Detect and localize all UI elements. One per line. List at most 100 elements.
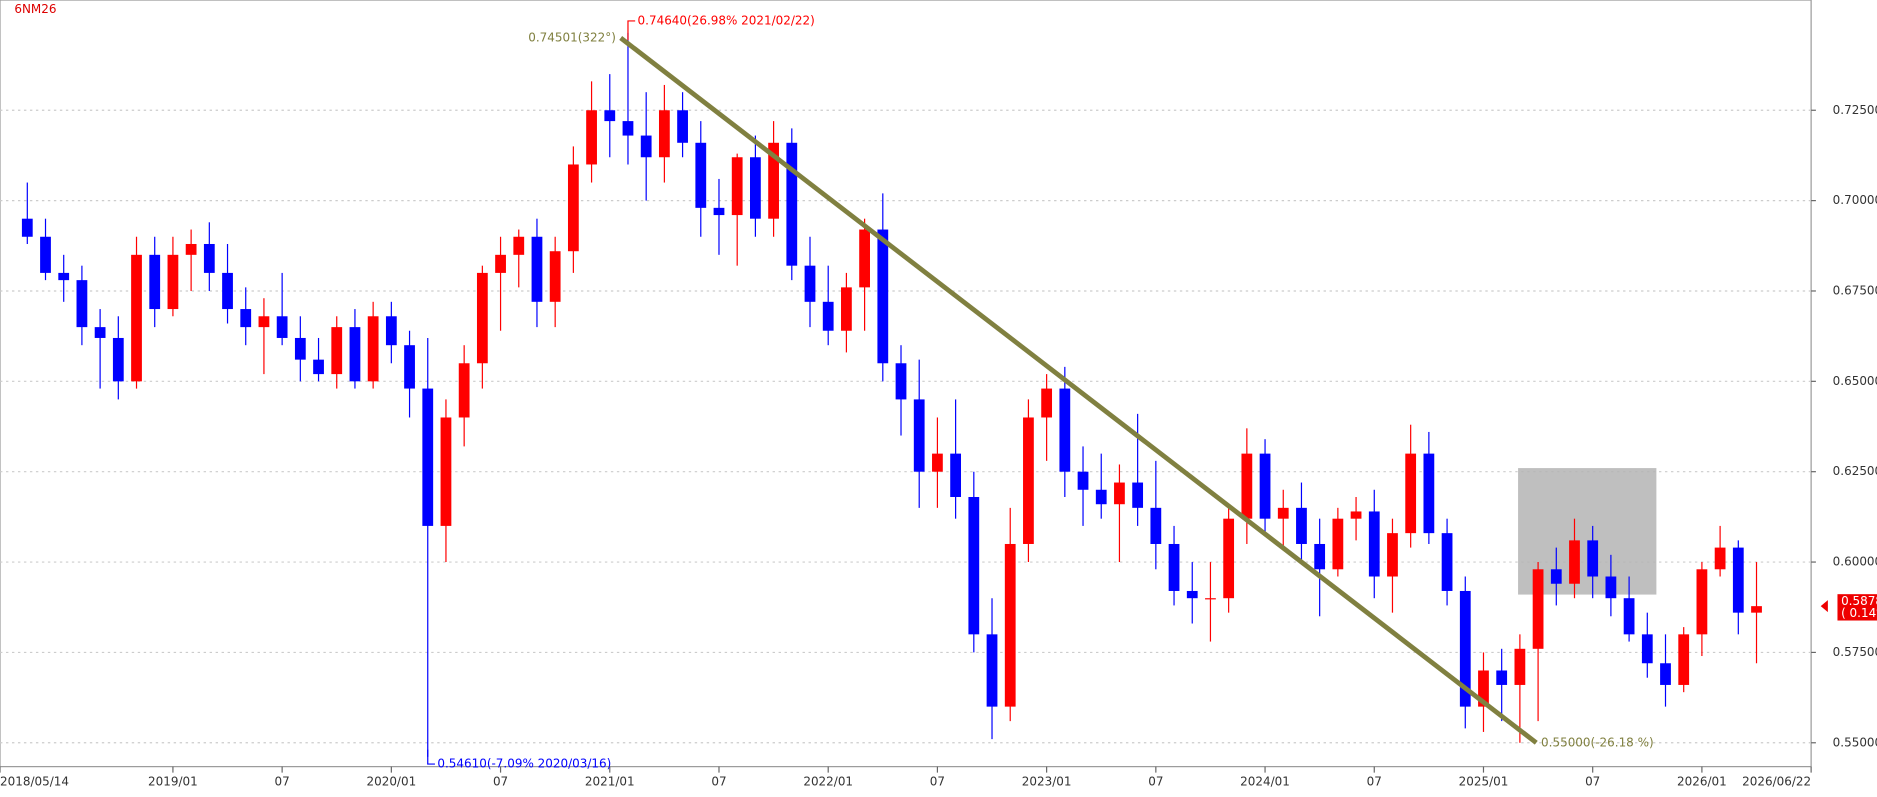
candle-body bbox=[313, 359, 324, 375]
candle-body bbox=[1132, 482, 1144, 508]
candle-body bbox=[203, 243, 215, 273]
candle-body bbox=[1259, 453, 1271, 519]
y-tick-label: 0.72500 bbox=[1833, 103, 1877, 117]
candle-body bbox=[1296, 507, 1307, 544]
candle-body bbox=[495, 254, 506, 273]
candle-body bbox=[131, 254, 142, 382]
candle-body bbox=[731, 157, 743, 216]
candle-body bbox=[1223, 518, 1235, 599]
x-tick-label: 2025/01 bbox=[1459, 775, 1509, 789]
candle-body bbox=[1478, 670, 1489, 707]
candle-body bbox=[1241, 453, 1253, 519]
candle-body bbox=[1532, 569, 1544, 649]
candle-body bbox=[1077, 471, 1089, 490]
candle-body bbox=[1387, 533, 1398, 577]
candle-body bbox=[167, 254, 179, 310]
candle-body bbox=[1332, 518, 1344, 570]
candle-body bbox=[950, 453, 962, 497]
high-label: 0.74640(26.98% 2021/02/22) bbox=[638, 13, 815, 27]
candle-body bbox=[21, 218, 33, 237]
candle-body bbox=[1168, 543, 1180, 591]
x-tick-label: 07 bbox=[275, 775, 290, 789]
candle-body bbox=[877, 229, 889, 364]
candle-body bbox=[294, 337, 306, 360]
candle-body bbox=[750, 157, 761, 219]
last-price-arrow bbox=[1820, 600, 1828, 613]
candle-body bbox=[859, 229, 870, 288]
candle-body bbox=[1150, 507, 1162, 544]
x-tick-label: 2020/01 bbox=[366, 775, 416, 789]
candle-body bbox=[1368, 511, 1380, 577]
candle-body bbox=[1496, 670, 1508, 685]
candle-body bbox=[804, 265, 816, 302]
candle-body bbox=[1205, 598, 1216, 600]
x-tick-label: 07 bbox=[1148, 775, 1163, 789]
candle-body bbox=[604, 110, 616, 122]
candle-body bbox=[440, 417, 452, 526]
candle-body bbox=[1660, 663, 1671, 685]
last-change-label: ( 0.14%) bbox=[1841, 606, 1877, 620]
candle-body bbox=[968, 496, 980, 635]
candle-body bbox=[276, 316, 288, 338]
candle-body bbox=[913, 399, 925, 472]
candle-body bbox=[1714, 547, 1726, 570]
trend-start-label: 0.74501(322°) bbox=[528, 30, 616, 44]
x-tick-label: 07 bbox=[1585, 775, 1600, 789]
candle-body bbox=[1678, 634, 1690, 685]
candle-body bbox=[1587, 540, 1599, 577]
candle-body bbox=[258, 316, 270, 328]
x-tick-label: 2018/05/14 bbox=[0, 775, 69, 789]
candle-body bbox=[1569, 540, 1580, 584]
candle-body bbox=[822, 301, 834, 331]
candle-body bbox=[1623, 598, 1635, 635]
candle-body bbox=[1350, 511, 1362, 519]
candle-body bbox=[349, 327, 361, 382]
candle-body bbox=[1277, 507, 1289, 519]
candle-body bbox=[240, 309, 252, 328]
candle-body bbox=[1423, 453, 1435, 534]
trend-line bbox=[619, 36, 1538, 745]
x-tick-label: 07 bbox=[1367, 775, 1382, 789]
candle-body bbox=[94, 327, 106, 338]
candle-body bbox=[586, 110, 597, 165]
candle-body bbox=[1059, 388, 1071, 472]
candle-body bbox=[841, 287, 852, 331]
candle-body bbox=[695, 142, 707, 208]
candle-body bbox=[986, 634, 998, 707]
x-tick-label: 2026/06/22 bbox=[1742, 775, 1811, 789]
candle-body bbox=[549, 251, 561, 302]
symbol: 6NM26 bbox=[14, 2, 56, 16]
candle-body bbox=[1641, 634, 1653, 664]
last-price-box bbox=[1837, 594, 1877, 621]
candle-body bbox=[40, 236, 51, 273]
candle-body bbox=[1550, 569, 1562, 584]
candle-body bbox=[222, 272, 233, 310]
x-tick-label: 2022/01 bbox=[803, 775, 853, 789]
candle-body bbox=[1751, 606, 1762, 613]
candle-body bbox=[1114, 482, 1125, 505]
candle-body bbox=[385, 316, 397, 346]
candle-body bbox=[713, 207, 725, 216]
x-tick-label: 2024/01 bbox=[1240, 775, 1290, 789]
candle-body bbox=[185, 243, 197, 255]
candle-body bbox=[331, 327, 343, 375]
candle-body bbox=[513, 236, 525, 255]
candle-body bbox=[786, 142, 798, 266]
x-tick-label: 07 bbox=[711, 775, 726, 789]
candle-body bbox=[932, 453, 943, 472]
candle-body bbox=[567, 164, 579, 252]
x-tick-label: 2021/01 bbox=[585, 775, 635, 789]
x-tick-label: 07 bbox=[493, 775, 508, 789]
candle-body bbox=[1605, 576, 1617, 599]
candle-body bbox=[76, 280, 88, 328]
candle-body bbox=[1732, 547, 1744, 613]
candle-body bbox=[149, 254, 161, 310]
candle-body bbox=[622, 121, 634, 136]
